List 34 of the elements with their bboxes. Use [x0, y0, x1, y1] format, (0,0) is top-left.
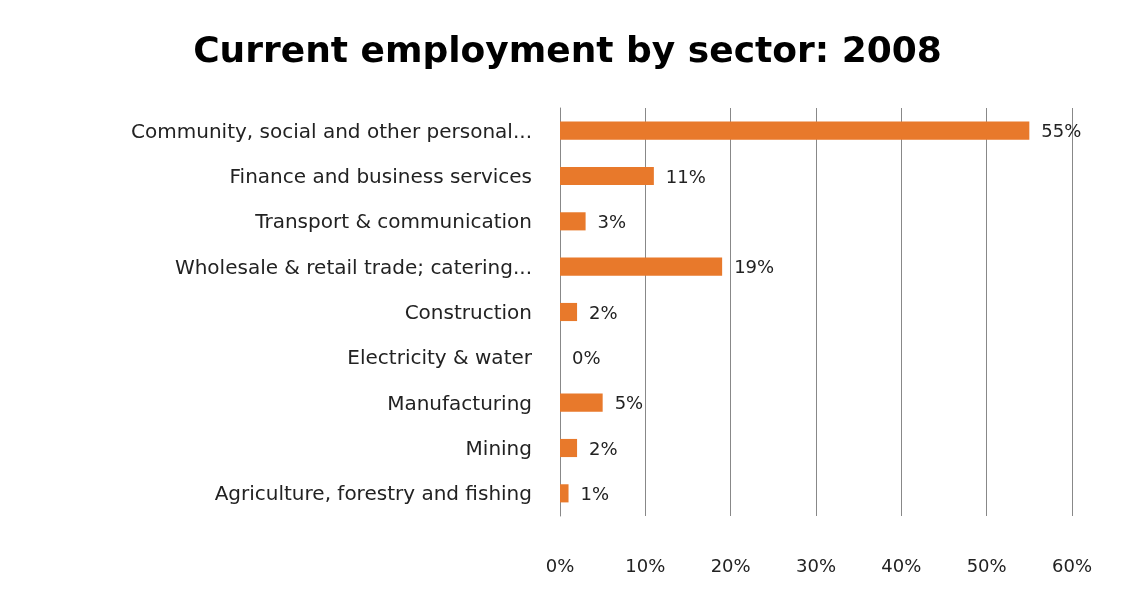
y-tick-label: Construction: [404, 300, 532, 324]
bar: [560, 121, 1030, 140]
data-label: 0%: [572, 346, 601, 368]
y-tick-label: Finance and business services: [229, 164, 532, 188]
y-tick-label: Electricity & water: [347, 345, 533, 370]
bar: [560, 393, 603, 412]
y-tick-label: Wholesale & retail trade; catering...: [174, 254, 532, 279]
y-tick-label: Mining: [465, 436, 532, 460]
x-tick-label: 30%: [795, 554, 837, 576]
data-label: 1%: [580, 482, 610, 504]
y-tick-label: Transport & communication: [254, 209, 532, 234]
y-tick-label: Agriculture, forestry and fishing: [214, 481, 532, 506]
x-tick-label: 10%: [625, 554, 666, 576]
data-label: 2%: [589, 301, 618, 323]
x-tick-label: 50%: [966, 554, 1007, 576]
x-tick-label: 20%: [710, 554, 751, 576]
x-tick-label: 0%: [545, 554, 575, 576]
data-label: 11%: [665, 165, 706, 187]
data-label: 19%: [734, 256, 775, 278]
data-label: 2%: [589, 437, 618, 459]
x-tick-label: 40%: [881, 554, 922, 576]
bar: [560, 212, 586, 231]
bar: [560, 257, 723, 276]
bar: [560, 438, 578, 458]
x-tick-label: 60%: [1051, 554, 1093, 576]
data-label: 5%: [614, 392, 644, 414]
chart-title: Current employment by sector: 2008: [193, 28, 942, 70]
bar: [560, 166, 654, 186]
y-tick-label: Community, social and other personal...: [131, 118, 532, 143]
y-tick-label: Manufacturing: [387, 390, 532, 415]
data-label: 3%: [597, 210, 627, 232]
bar: [560, 484, 569, 503]
bar: [560, 302, 578, 322]
data-label: 55%: [1041, 120, 1082, 142]
